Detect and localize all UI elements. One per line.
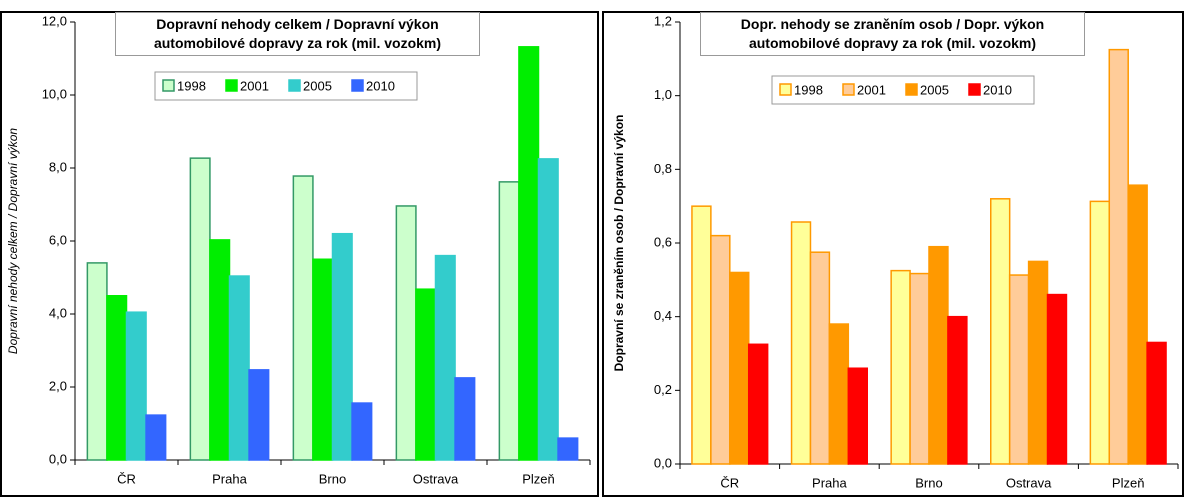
x-tick-label: Plzeň bbox=[522, 471, 555, 486]
y-tick-label: 0,2 bbox=[654, 382, 672, 397]
bar bbox=[990, 198, 1011, 465]
bar bbox=[125, 311, 147, 461]
bar bbox=[86, 262, 108, 461]
bar bbox=[729, 271, 750, 465]
bar bbox=[292, 175, 314, 461]
bar bbox=[809, 251, 831, 465]
bar bbox=[312, 258, 334, 461]
bar bbox=[928, 245, 949, 465]
legend-label: 2005 bbox=[303, 78, 332, 93]
bar bbox=[790, 221, 812, 465]
y-tick-label: 8,0 bbox=[49, 159, 67, 174]
legend-label: 2010 bbox=[366, 78, 395, 93]
bar bbox=[518, 46, 540, 461]
bar bbox=[228, 275, 250, 461]
y-tick-label: 0,4 bbox=[654, 308, 672, 323]
bar bbox=[691, 205, 712, 465]
bar bbox=[1089, 200, 1111, 465]
legend-swatch bbox=[288, 79, 301, 92]
legend-swatch bbox=[905, 83, 918, 96]
x-tick-label: Praha bbox=[212, 471, 247, 486]
y-tick-label: 1,2 bbox=[654, 13, 672, 28]
x-tick-label: ČR bbox=[117, 471, 136, 486]
x-tick-label: Ostrava bbox=[413, 471, 459, 486]
bar bbox=[145, 414, 167, 461]
bar bbox=[1046, 293, 1068, 465]
x-tick-label: Praha bbox=[812, 475, 847, 490]
y-tick-label: 2,0 bbox=[49, 378, 67, 393]
bar bbox=[189, 157, 211, 461]
legend-label: 2001 bbox=[857, 82, 886, 97]
chart-title: Dopr. nehody se zraněním osob / Dopr. vý… bbox=[700, 12, 1085, 56]
legend-swatch bbox=[225, 79, 238, 92]
bar bbox=[434, 254, 456, 461]
bar bbox=[1008, 274, 1030, 465]
bar bbox=[1027, 260, 1049, 465]
x-tick-label: Ostrava bbox=[1006, 475, 1052, 490]
bar bbox=[351, 402, 373, 461]
bar bbox=[395, 205, 417, 461]
bar bbox=[1146, 341, 1167, 465]
legend-label: 2001 bbox=[240, 78, 269, 93]
bar bbox=[454, 377, 476, 461]
y-tick-label: 0,8 bbox=[654, 161, 672, 176]
chart-title: Dopravní nehody celkem / Dopravní výkon … bbox=[115, 12, 480, 56]
y-tick-label: 4,0 bbox=[49, 305, 67, 320]
legend-label: 1998 bbox=[794, 82, 823, 97]
legend-label: 2005 bbox=[920, 82, 949, 97]
y-tick-label: 10,0 bbox=[42, 86, 67, 101]
legend-label: 2010 bbox=[983, 82, 1012, 97]
legend-swatch bbox=[351, 79, 364, 92]
bar bbox=[248, 369, 270, 461]
bar bbox=[747, 343, 769, 465]
x-tick-label: Plzeň bbox=[1112, 475, 1145, 490]
x-tick-label: Brno bbox=[319, 471, 346, 486]
y-axis-label: Dopravní nehody celkem / Dopravní výkon bbox=[6, 128, 20, 354]
bar bbox=[828, 323, 850, 465]
x-tick-label: Brno bbox=[915, 475, 942, 490]
y-tick-label: 0,0 bbox=[49, 451, 67, 466]
bar bbox=[415, 288, 437, 461]
bar bbox=[106, 295, 128, 461]
y-tick-label: 6,0 bbox=[49, 232, 67, 247]
bar bbox=[710, 234, 731, 465]
y-tick-label: 0,6 bbox=[654, 234, 672, 249]
bar bbox=[498, 181, 520, 461]
legend-label: 1998 bbox=[177, 78, 206, 93]
bar bbox=[909, 272, 930, 465]
bar bbox=[209, 239, 231, 461]
x-tick-label: ČR bbox=[720, 475, 739, 490]
legend-swatch bbox=[779, 83, 792, 96]
y-tick-label: 12,0 bbox=[42, 13, 67, 28]
legend-swatch bbox=[968, 83, 981, 96]
legend-swatch bbox=[842, 83, 855, 96]
bar bbox=[331, 232, 353, 461]
legend-box bbox=[154, 71, 418, 101]
bar bbox=[890, 269, 911, 465]
y-tick-label: 1,0 bbox=[654, 87, 672, 102]
legend-swatch bbox=[162, 79, 175, 92]
legend-box bbox=[771, 75, 1035, 105]
y-tick-label: 0,0 bbox=[654, 455, 672, 470]
bar bbox=[557, 437, 579, 461]
bar bbox=[947, 315, 968, 465]
y-axis-label: Dopravní se zraněním osob / Dopravní výk… bbox=[612, 115, 626, 372]
bar bbox=[537, 158, 559, 461]
bar bbox=[1127, 184, 1148, 465]
bar bbox=[847, 367, 868, 465]
bar bbox=[1108, 48, 1129, 465]
